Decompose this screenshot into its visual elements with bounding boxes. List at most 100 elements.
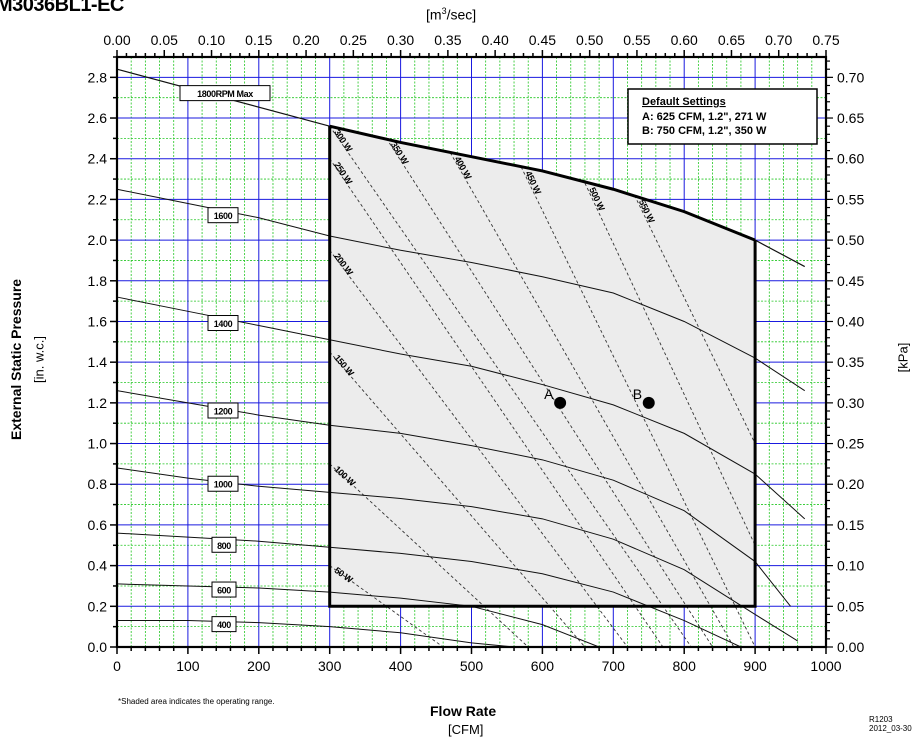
y2-tick-label: 0.65 xyxy=(837,110,864,126)
y2-tick-label: 0.15 xyxy=(837,517,864,533)
setting-point xyxy=(642,396,655,409)
x2-tick-label: 0.50 xyxy=(576,32,603,48)
rpm-label-text: 400 xyxy=(217,620,231,630)
y-tick-label: 0.8 xyxy=(88,476,108,492)
y2-tick-label: 0.60 xyxy=(837,151,864,167)
axis-ticks xyxy=(110,50,833,654)
power-line xyxy=(329,125,692,648)
x2-tick-label: 0.60 xyxy=(671,32,698,48)
legend-title: Default Settings xyxy=(642,96,726,108)
rpm-label-box xyxy=(211,581,237,598)
rpm-label-box xyxy=(207,475,239,492)
setting-point-label: B xyxy=(633,386,642,402)
y-tick-label: 0.2 xyxy=(88,598,108,614)
rpm-curve-label: 400 xyxy=(211,616,237,633)
x2-tick-label: 0.35 xyxy=(434,32,461,48)
x2-tick-label: 0.05 xyxy=(151,32,178,48)
setting-point-label: A xyxy=(544,386,554,402)
rpm-curve xyxy=(117,620,515,648)
x-tick-label: 200 xyxy=(247,658,271,674)
x2-tick-label: 0.15 xyxy=(245,32,272,48)
rpm-label-text: 600 xyxy=(217,586,231,596)
power-line xyxy=(329,250,628,648)
rpm-curve-label: 1600 xyxy=(207,207,239,224)
rpm-label-box xyxy=(211,616,237,633)
setting-point xyxy=(554,396,567,409)
rpm-label-text: 1000 xyxy=(214,480,233,490)
rpm-label-text: 1400 xyxy=(214,319,233,329)
power-line xyxy=(329,565,444,648)
y-tick-label: 2.4 xyxy=(88,151,108,167)
x2-tick-label: 0.75 xyxy=(812,32,839,48)
power-line xyxy=(329,463,529,648)
y-tick-label: 0.0 xyxy=(88,639,108,655)
tick-labels: 0 100 200 300 400 500 600 700 800 900 1000 0.00 0.05… xyxy=(88,32,865,674)
operating-range-shade xyxy=(329,126,756,607)
power-line xyxy=(520,166,756,648)
rpm-label-text: 800 xyxy=(217,541,231,551)
x2-tick-label: 0.45 xyxy=(529,32,556,48)
y-tick-label: 2.2 xyxy=(88,191,108,207)
rpm-label-box xyxy=(207,207,239,224)
y2-tick-label: 0.20 xyxy=(837,476,864,492)
x2-tick-label: 0.25 xyxy=(340,32,367,48)
x-tick-label: 1000 xyxy=(810,658,841,674)
x2-tick-label: 0.70 xyxy=(765,32,792,48)
y-tick-label: 2.8 xyxy=(88,69,108,85)
rpm-label-box xyxy=(207,402,239,419)
x2-tick-label: 0.65 xyxy=(718,32,745,48)
x-tick-label: 500 xyxy=(460,658,484,674)
revision-code: R1203 xyxy=(869,715,893,724)
rpm-curve-label: 600 xyxy=(211,581,237,598)
x2-tick-label: 0.10 xyxy=(198,32,225,48)
y2-tick-label: 0.45 xyxy=(837,273,864,289)
y-tick-label: 0.4 xyxy=(88,558,108,574)
revision-date: 2012_03-30 xyxy=(869,724,912,733)
y2-tick-label: 0.10 xyxy=(837,558,864,574)
y-tick-label: 0.6 xyxy=(88,517,108,533)
footnote: *Shaded area indicates the operating ran… xyxy=(118,697,275,706)
rpm-label-box xyxy=(179,85,271,102)
operating-range-area xyxy=(329,126,756,607)
y2-tick-label: 0.40 xyxy=(837,313,864,329)
rpm-curve-label: 1000 xyxy=(207,475,239,492)
y-tick-label: 1.4 xyxy=(88,354,108,370)
x2-tick-label: 0.20 xyxy=(292,32,319,48)
legend-entry: B: 750 CFM, 1.2", 350 W xyxy=(642,125,767,137)
model-title: M3036BL1-EC xyxy=(0,0,124,16)
y-tick-label: 1.0 xyxy=(88,436,108,452)
x-tick-label: 100 xyxy=(176,658,200,674)
power-line xyxy=(329,351,586,648)
y-tick-label: 1.8 xyxy=(88,273,108,289)
x-tick-label: 800 xyxy=(673,658,697,674)
legend-frame xyxy=(627,88,818,145)
y2-tick-label: 0.05 xyxy=(837,598,864,614)
rpm-label-text: 1200 xyxy=(214,407,233,417)
x-tick-label: 700 xyxy=(602,658,626,674)
operating-range-outline xyxy=(328,124,757,608)
rpm-curve-label: 1400 xyxy=(207,315,239,332)
y2-tick-label: 0.55 xyxy=(837,191,864,207)
rpm-label-box xyxy=(207,315,239,332)
x2-tick-label: 0.30 xyxy=(387,32,414,48)
operating-range-border xyxy=(328,126,757,608)
legend-entry: A: 625 CFM, 1.2", 271 W xyxy=(642,111,767,123)
rpm-label-text: 1800RPM Max xyxy=(197,89,253,99)
rpm-curve-label: 1200 xyxy=(207,402,239,419)
x-tick-label: 300 xyxy=(318,658,342,674)
x2-tick-label: 0.55 xyxy=(623,32,650,48)
x-axis-title: Flow Rate xyxy=(430,703,497,719)
rpm-curve-label: 800 xyxy=(211,536,237,553)
y2-tick-label: 0.25 xyxy=(837,436,864,452)
power-line xyxy=(449,152,735,648)
rpm-curve-label: 1800RPM Max xyxy=(179,85,271,102)
y2-tick-label: 0.30 xyxy=(837,395,864,411)
rpm-label-text: 1600 xyxy=(214,211,233,221)
rpm-curve-labels: 1800RPM Max 1600 1400 1200 1000 800 600 400 xyxy=(179,85,271,633)
y2-tick-label: 0.00 xyxy=(837,639,864,655)
y-tick-label: 1.6 xyxy=(88,313,108,329)
x-tick-label: 0 xyxy=(113,658,121,674)
y2-tick-label: 0.70 xyxy=(837,69,864,85)
y2-tick-label: 0.35 xyxy=(837,354,864,370)
